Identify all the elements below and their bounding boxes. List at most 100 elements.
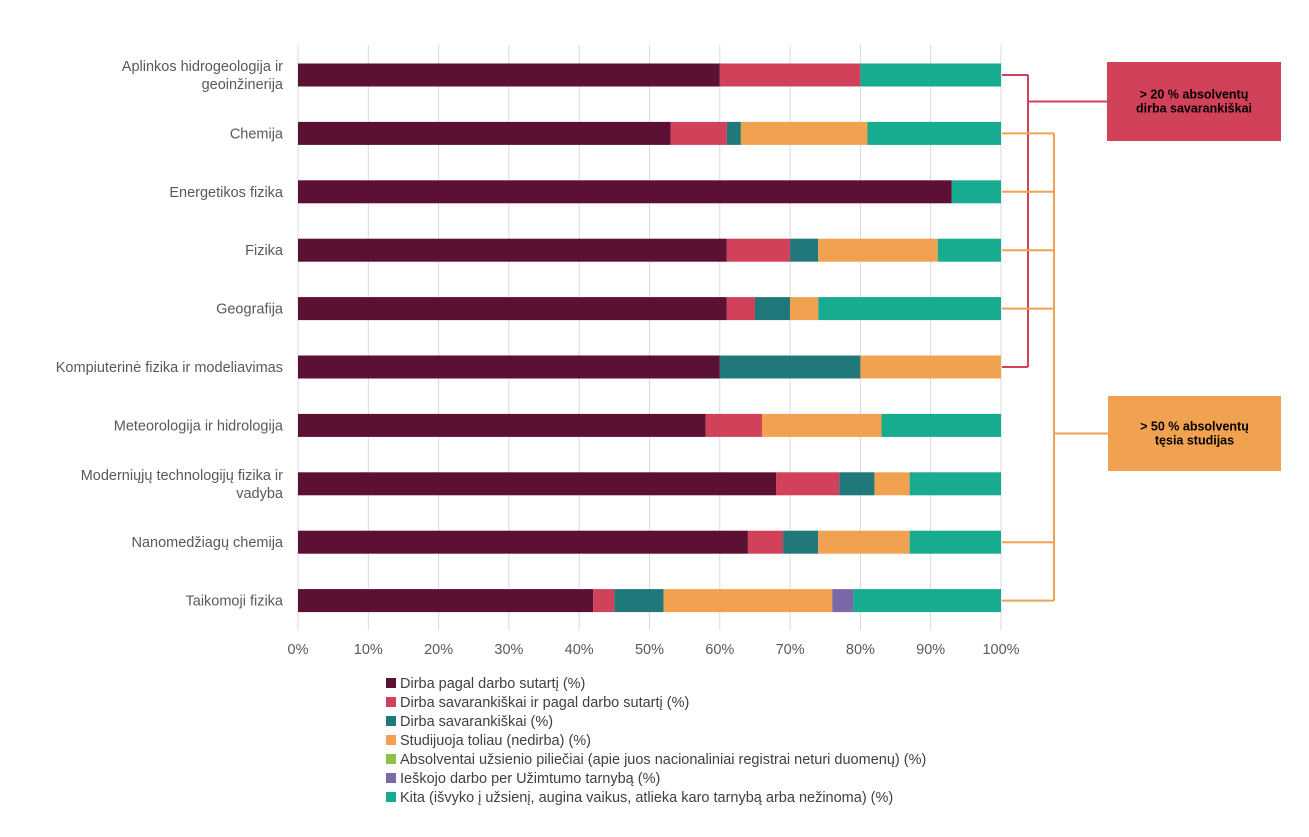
- legend-item: Absolventai užsienio piliečiai (apie juo…: [386, 752, 926, 768]
- category-label: Kompiuterinė fizika ir modeliavimas: [56, 360, 283, 376]
- x-tick-label: 20%: [424, 642, 453, 658]
- legend-swatch: [386, 754, 396, 764]
- category-label: Meteorologija ir hidrologija: [114, 418, 284, 434]
- bar-segment: [726, 238, 791, 262]
- x-tick-label: 60%: [705, 642, 734, 658]
- category-label: Aplinkos hidrogeologija ir: [122, 59, 283, 75]
- bar-segment: [790, 297, 819, 321]
- bar-segment: [818, 238, 938, 262]
- x-tick-label: 0%: [288, 642, 309, 658]
- bar-segment: [776, 472, 840, 496]
- bar-segment: [593, 589, 615, 613]
- legend-label: Dirba savarankiškai ir pagal darbo sutar…: [400, 695, 689, 711]
- bar-segment: [860, 355, 1001, 379]
- bar-segment: [951, 180, 1001, 204]
- x-tick-label: 80%: [846, 642, 875, 658]
- legend: Dirba pagal darbo sutartį (%) Dirba savar…: [386, 676, 926, 806]
- legend-label: Absolventai užsienio piliečiai (apie juo…: [400, 752, 926, 768]
- legend-swatch: [386, 678, 396, 688]
- category-label: Energetikos fizika: [169, 185, 284, 201]
- bar-segment: [747, 530, 784, 554]
- bar-segment: [298, 355, 720, 379]
- bar-segment: [719, 63, 861, 87]
- bar-segment: [867, 121, 1001, 145]
- bar-segment: [298, 413, 706, 437]
- bars: [298, 63, 1001, 613]
- legend-item: Dirba savarankiškai (%): [386, 714, 553, 730]
- x-tick-label: 10%: [354, 642, 383, 658]
- callout-box: [1107, 62, 1281, 141]
- callout-box: [1108, 396, 1281, 471]
- bar-segment: [298, 589, 594, 613]
- legend-label: Kita (išvyko į užsienį, augina vaikus, a…: [400, 790, 893, 806]
- category-label: vadyba: [236, 486, 284, 502]
- callout-text: > 20 % absolventų: [1140, 88, 1249, 102]
- x-tick-label: 40%: [565, 642, 594, 658]
- bar-segment: [663, 589, 833, 613]
- bar-segment: [761, 413, 882, 437]
- legend-item: Dirba savarankiškai ir pagal darbo sutar…: [386, 695, 689, 711]
- bar-segment: [881, 413, 1001, 437]
- bar-segment: [726, 297, 755, 321]
- legend-item: Kita (išvyko į užsienį, augina vaikus, a…: [386, 790, 893, 806]
- category-label: Fizika: [245, 243, 284, 259]
- bar-segment: [298, 472, 777, 496]
- bar-segment: [909, 472, 1001, 496]
- bar-segment: [832, 589, 854, 613]
- bar-segment: [298, 121, 671, 145]
- category-label: Moderniųjų technologijų fizika ir: [81, 468, 283, 484]
- bar-segment: [740, 121, 868, 145]
- bar-segment: [719, 355, 861, 379]
- category-label: Taikomoji fizika: [186, 594, 284, 610]
- bar-segment: [705, 413, 762, 437]
- legend-swatch: [386, 773, 396, 783]
- legend-label: Studijuoja toliau (nedirba) (%): [400, 733, 591, 749]
- bar-segment: [860, 63, 1001, 87]
- legend-swatch: [386, 735, 396, 745]
- category-label: Chemija: [230, 126, 284, 142]
- callout-text: > 50 % absolventų: [1140, 420, 1249, 434]
- bar-segment: [818, 297, 1001, 321]
- legend-swatch: [386, 697, 396, 707]
- bar-segment: [853, 589, 1001, 613]
- x-tick-label: 30%: [494, 642, 523, 658]
- x-tick-label: 70%: [776, 642, 805, 658]
- bar-segment: [726, 121, 741, 145]
- x-tick-label: 50%: [635, 642, 664, 658]
- category-label: Geografija: [216, 302, 284, 318]
- legend-label: Dirba pagal darbo sutartį (%): [400, 676, 585, 692]
- bar-segment: [909, 530, 1001, 554]
- category-label: Nanomedžiagų chemija: [131, 535, 283, 551]
- category-labels: Aplinkos hidrogeologija ir geoinžinerija C…: [56, 59, 284, 610]
- callout-text: tęsia studijas: [1155, 434, 1234, 448]
- legend-item: Dirba pagal darbo sutartį (%): [386, 676, 585, 692]
- legend-label: Dirba savarankiškai (%): [400, 714, 553, 730]
- bar-segment: [298, 297, 727, 321]
- x-tick-label: 90%: [916, 642, 945, 658]
- legend-swatch: [386, 792, 396, 802]
- category-label: geoinžinerija: [202, 77, 284, 93]
- bar-segment: [818, 530, 910, 554]
- bar-segment: [298, 238, 727, 262]
- bar-segment: [754, 297, 791, 321]
- x-tick-label: 100%: [982, 642, 1019, 658]
- legend-item: Studijuoja toliau (nedirba) (%): [386, 733, 591, 749]
- legend-item: Ieškojo darbo per Užimtumo tarnybą (%): [386, 771, 660, 787]
- legend-swatch: [386, 716, 396, 726]
- bar-segment: [937, 238, 1001, 262]
- bar-segment: [839, 472, 875, 496]
- bar-segment: [783, 530, 819, 554]
- callout-text: dirba savarankiškai: [1136, 102, 1252, 116]
- x-axis-ticks: 0% 10% 20% 30% 40% 50% 60% 70% 80% 90% 100%: [288, 642, 1020, 658]
- bar-segment: [298, 63, 720, 87]
- bar-segment: [298, 180, 952, 204]
- bar-segment: [790, 238, 819, 262]
- bar-segment: [614, 589, 664, 613]
- bar-segment: [298, 530, 748, 554]
- bar-segment: [874, 472, 910, 496]
